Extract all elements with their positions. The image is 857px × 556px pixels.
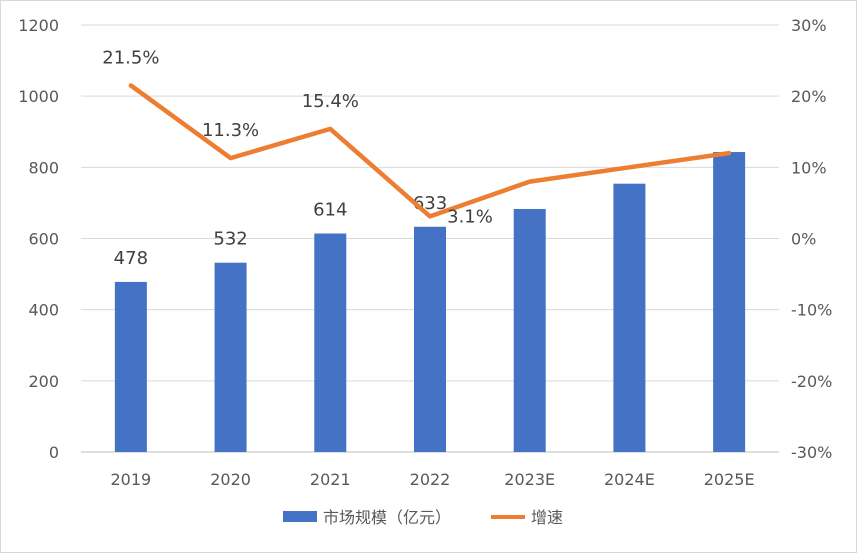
x-tick-label: 2022: [410, 470, 451, 489]
bar-data-label: 614: [313, 200, 347, 221]
bar: [115, 282, 147, 452]
bar: [713, 152, 745, 452]
right-tick-label: -10%: [791, 301, 832, 320]
bar-data-label: 532: [213, 229, 247, 250]
x-tick-label: 2021: [310, 470, 351, 489]
line-data-label: 15.4%: [302, 91, 359, 112]
legend-label-line: 增速: [531, 508, 563, 527]
x-tick-label: 2023E: [504, 470, 555, 489]
bar: [215, 263, 247, 452]
left-tick-label: 1200: [18, 16, 59, 35]
x-axis-tick-labels: 2019 2020 2021 2022 2023E 2024E 2025E: [110, 470, 754, 489]
line-data-label: 11.3%: [202, 120, 259, 141]
legend-label-bar: 市场规模（亿元）: [323, 508, 451, 527]
right-tick-label: -30%: [791, 443, 832, 462]
left-tick-label: 200: [28, 372, 59, 391]
left-tick-label: 800: [28, 158, 59, 177]
right-tick-label: -20%: [791, 372, 832, 391]
bar: [514, 209, 546, 452]
bar: [613, 184, 645, 452]
left-tick-label: 600: [28, 230, 59, 249]
x-tick-label: 2024E: [604, 470, 655, 489]
x-tick-label: 2019: [110, 470, 151, 489]
left-tick-label: 0: [49, 443, 59, 462]
legend: 市场规模（亿元） 增速: [283, 508, 563, 527]
left-tick-label: 400: [28, 301, 59, 320]
bar: [414, 227, 446, 452]
line-data-label: 3.1%: [447, 206, 493, 227]
left-axis-tick-labels: 0 200 400 600 800 1000 1200: [18, 16, 59, 462]
right-tick-label: 30%: [791, 16, 827, 35]
x-tick-label: 2020: [210, 470, 251, 489]
x-tick-label: 2025E: [704, 470, 755, 489]
right-tick-label: 10%: [791, 158, 827, 177]
right-tick-label: 0%: [791, 230, 816, 249]
left-tick-label: 1000: [18, 87, 59, 106]
bar: [314, 234, 346, 452]
bar-data-label: 478: [114, 248, 148, 269]
right-axis-tick-labels: -30% -20% -10% 0% 10% 20% 30%: [791, 16, 832, 462]
legend-swatch-bar: [283, 511, 317, 522]
right-tick-label: 20%: [791, 87, 827, 106]
line-data-label: 21.5%: [102, 47, 159, 68]
